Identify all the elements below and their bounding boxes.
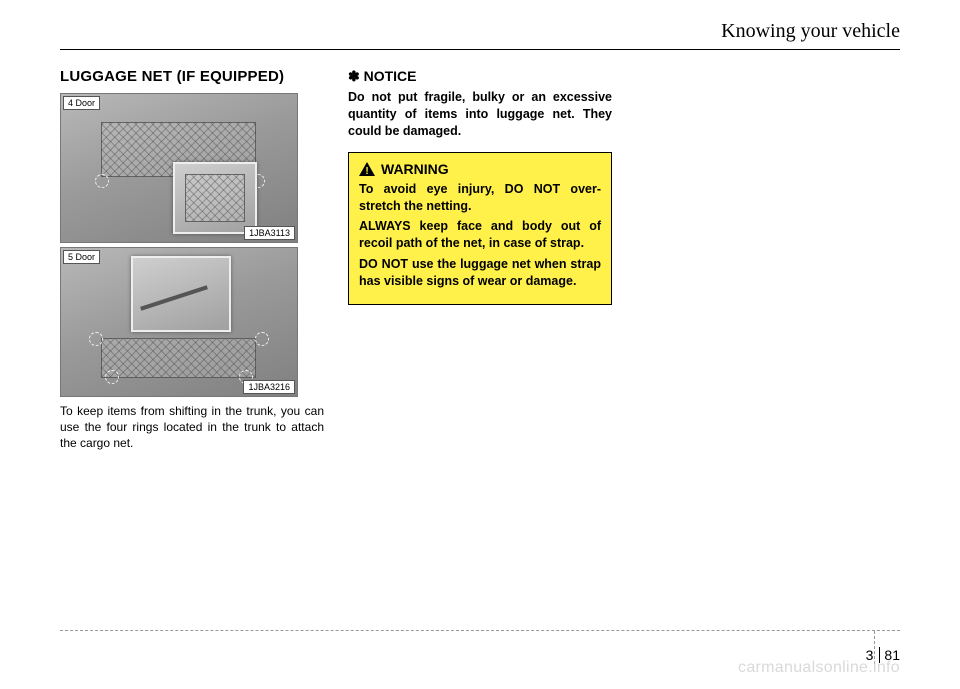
middle-column: ✽ NOTICE Do not put fragile, bulky or an… xyxy=(348,68,612,452)
figure-4-door: 4 Door 1JBA3113 xyxy=(60,93,298,243)
hook-illustration xyxy=(140,285,208,310)
section-title: LUGGAGE NET (IF EQUIPPED) xyxy=(60,68,324,85)
warning-body: To avoid eye injury, DO NOT over-stretch… xyxy=(359,181,601,290)
header-section-title: Knowing your vehicle xyxy=(60,20,900,50)
figure-image-id: 1JBA3216 xyxy=(243,380,295,394)
notice-title: ✽ NOTICE xyxy=(348,68,612,85)
warning-paragraph: DO NOT use the luggage net when strap ha… xyxy=(359,256,601,290)
cargo-net-illustration xyxy=(101,338,256,378)
warning-title-row: ! WARNING xyxy=(359,161,601,177)
watermark: carmanualsonline.info xyxy=(738,659,900,677)
warning-paragraph: ALWAYS keep face and body out of recoil … xyxy=(359,218,601,252)
figure-label: 4 Door xyxy=(63,96,100,110)
notice-text: Do not put fragile, bulky or an excessiv… xyxy=(348,89,612,140)
warning-box: ! WARNING To avoid eye injury, DO NOT ov… xyxy=(348,152,612,305)
right-column xyxy=(636,68,900,452)
anchor-ring xyxy=(105,370,119,384)
footer-divider-horizontal xyxy=(60,630,900,631)
page: Knowing your vehicle LUGGAGE NET (IF EQU… xyxy=(60,20,900,669)
warning-title-text: WARNING xyxy=(381,161,449,177)
body-paragraph: To keep items from shifting in the trunk… xyxy=(60,403,324,452)
content-columns: LUGGAGE NET (IF EQUIPPED) 4 Door 1JBA311… xyxy=(60,68,900,452)
left-column: LUGGAGE NET (IF EQUIPPED) 4 Door 1JBA311… xyxy=(60,68,324,452)
figure-inset xyxy=(131,256,231,332)
anchor-ring xyxy=(89,332,103,346)
figure-5-door: 5 Door 1JBA3216 xyxy=(60,247,298,397)
svg-text:!: ! xyxy=(365,166,368,176)
figure-label: 5 Door xyxy=(63,250,100,264)
figure-inset xyxy=(173,162,257,234)
warning-icon: ! xyxy=(359,162,375,176)
anchor-ring xyxy=(95,174,109,188)
figure-image-id: 1JBA3113 xyxy=(244,226,295,240)
warning-paragraph: To avoid eye injury, DO NOT over-stretch… xyxy=(359,181,601,215)
cargo-net-illustration xyxy=(185,174,245,222)
anchor-ring xyxy=(255,332,269,346)
